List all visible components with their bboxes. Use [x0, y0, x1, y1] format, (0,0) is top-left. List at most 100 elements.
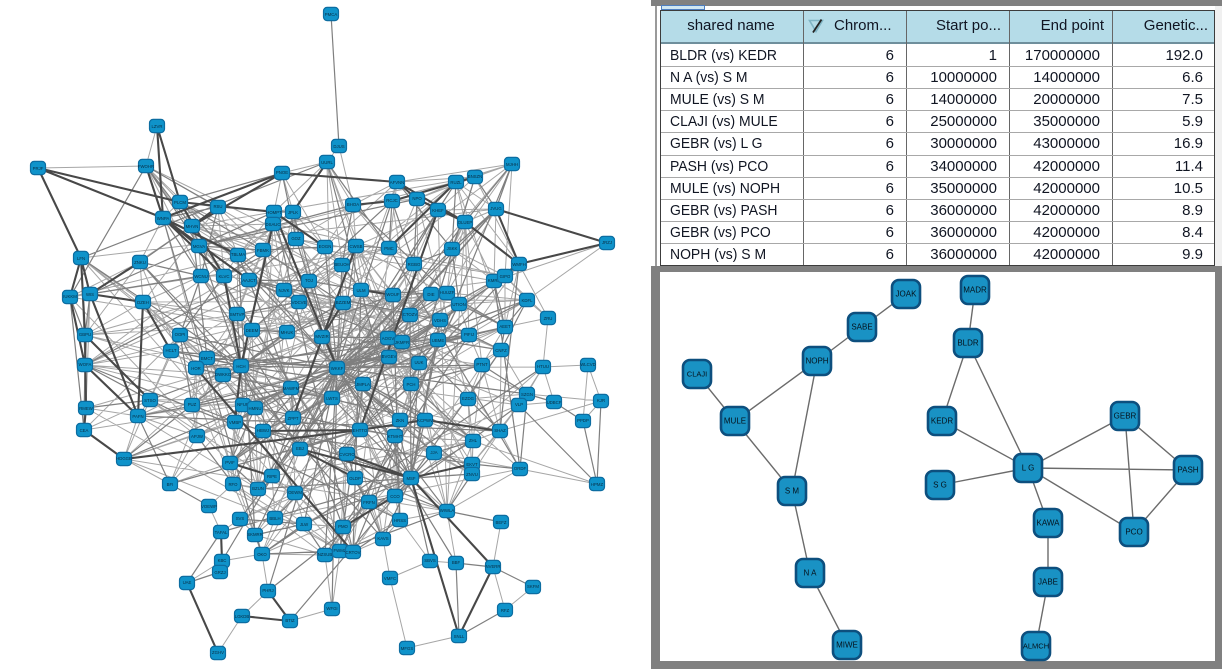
svg-text:DIE: DIE: [427, 292, 434, 297]
svg-text:HTUU: HTUU: [537, 364, 549, 369]
svg-text:VDHS: VDHS: [434, 318, 446, 323]
svg-text:RIPE: RIPE: [267, 474, 277, 479]
svg-text:GIPO: GIPO: [500, 274, 511, 279]
svg-text:MGVA: MGVA: [193, 244, 205, 249]
svg-text:HDGGB: HDGGB: [116, 456, 132, 461]
svg-text:PVIF: PVIF: [225, 460, 235, 465]
svg-text:DWKKC: DWKKC: [215, 372, 231, 377]
svg-text:HOMPT: HOMPT: [266, 210, 282, 215]
svg-text:N A: N A: [804, 569, 818, 578]
svg-text:ZNKU: ZNKU: [134, 260, 146, 265]
svg-text:WKKF: WKKF: [331, 366, 344, 371]
svg-text:TAFAL: TAFAL: [215, 530, 228, 535]
svg-text:VLP: VLP: [515, 402, 523, 407]
svg-text:RFO: RFO: [228, 482, 238, 487]
svg-text:BFI: BFI: [167, 482, 174, 487]
svg-text:WFGI: WFGI: [326, 606, 337, 611]
svg-text:PTNT: PTNT: [476, 362, 488, 367]
svg-text:TOJ: TOJ: [305, 278, 313, 283]
svg-text:CVCRO: CVCRO: [339, 452, 355, 457]
svg-text:DEEM: DEEM: [246, 328, 259, 333]
svg-text:WIS: WIS: [86, 292, 94, 297]
svg-text:NJVK: NJVK: [279, 288, 290, 293]
svg-text:ULM: ULM: [356, 288, 365, 293]
svg-text:PNOE: PNOE: [276, 170, 288, 175]
svg-text:NVERR: NVERR: [485, 564, 500, 569]
svg-text:GOZ: GOZ: [291, 236, 301, 241]
svg-text:LZVR: LZVR: [152, 124, 163, 129]
svg-text:BBLH: BBLH: [269, 516, 280, 521]
svg-text:WOFA: WOFA: [79, 362, 92, 367]
svg-text:JMPLA: JMPLA: [356, 382, 370, 387]
svg-text:CLAJI: CLAJI: [687, 370, 707, 379]
svg-text:SZGN: SZGN: [521, 392, 533, 397]
svg-text:UURL: UURL: [321, 160, 333, 165]
svg-text:LWTS: LWTS: [326, 396, 338, 401]
svg-text:DZEH: DZEH: [137, 300, 149, 305]
svg-text:HPMZ: HPMZ: [591, 482, 604, 487]
svg-text:MFGS: MFGS: [401, 646, 414, 651]
svg-text:FRFN: FRFN: [363, 500, 374, 505]
svg-text:PPDP: PPDP: [577, 418, 589, 423]
svg-text:ZHL: ZHL: [469, 438, 478, 443]
svg-text:LGKDB: LGKDB: [235, 614, 250, 619]
svg-text:MIWE: MIWE: [836, 641, 858, 650]
svg-text:UTION: UTION: [452, 302, 465, 307]
svg-text:FWMZ: FWMZ: [334, 548, 347, 553]
svg-text:WLCVD: WLCVD: [580, 362, 596, 367]
svg-text:PLCM: PLCM: [174, 200, 186, 205]
svg-text:GRZJ: GRZJ: [214, 570, 225, 575]
svg-text:KAVS: KAVS: [377, 536, 388, 541]
svg-text:OOPI: OOPI: [175, 332, 186, 337]
svg-text:CCO: CCO: [390, 494, 400, 499]
svg-text:KDFL: KDFL: [522, 298, 534, 303]
svg-text:NOPH: NOPH: [805, 357, 828, 366]
svg-text:BZUN: BZUN: [252, 486, 264, 491]
svg-text:JOAK: JOAK: [896, 290, 918, 299]
svg-text:HCH: HCH: [236, 364, 245, 369]
svg-text:VOEWP: VOEWP: [201, 504, 217, 509]
svg-text:AAJCT: AAJCT: [242, 278, 256, 283]
svg-text:BLDR: BLDR: [957, 339, 979, 348]
svg-text:PCH: PCH: [406, 382, 415, 387]
svg-text:WIWLA: WIWLA: [440, 508, 455, 513]
svg-text:CNFZ: CNFZ: [495, 348, 507, 353]
svg-text:JPLK: JPLK: [288, 210, 298, 215]
svg-text:BEFZ: BEFZ: [496, 520, 507, 525]
svg-text:ZGHV: ZGHV: [212, 650, 224, 655]
svg-text:AEET: AEET: [499, 324, 511, 329]
svg-text:SMTVP: SMTVP: [230, 312, 245, 317]
svg-text:SVS: SVS: [236, 516, 245, 521]
svg-text:CWSB: CWSB: [350, 244, 363, 249]
svg-text:HBWJ: HBWJ: [257, 428, 269, 433]
svg-text:PCO: PCO: [1125, 528, 1142, 537]
svg-text:PUZ: PUZ: [188, 402, 197, 407]
svg-text:ALMCH: ALMCH: [1023, 642, 1049, 651]
svg-text:VMFC: VMFC: [384, 576, 396, 581]
svg-text:WCNU: WCNU: [194, 274, 207, 279]
svg-text:KAWA: KAWA: [1037, 519, 1061, 528]
svg-text:UDBCF: UDBCF: [547, 400, 562, 405]
svg-text:JRZJ: JRZJ: [602, 240, 612, 245]
svg-text:PRJF: PRJF: [33, 166, 44, 171]
svg-text:BBF: BBF: [452, 560, 461, 565]
svg-text:RGBO: RGBO: [408, 262, 421, 267]
svg-text:AOGV: AOGV: [382, 336, 395, 341]
svg-text:RSU: RSU: [213, 204, 222, 209]
svg-text:WMFH: WMFH: [512, 262, 525, 267]
svg-text:PMO: PMO: [338, 524, 348, 529]
svg-text:EKVT: EKVT: [466, 462, 478, 467]
svg-text:GBPU: GBPU: [79, 332, 91, 337]
svg-text:KBC: KBC: [218, 558, 227, 563]
svg-text:MJHH: MJHH: [506, 162, 518, 167]
svg-text:PMC: PMC: [384, 246, 394, 251]
svg-text:BEUOH: BEUOH: [334, 262, 349, 267]
svg-text:RMEW: RMEW: [79, 406, 94, 411]
svg-text:BZZEM: BZZEM: [336, 300, 351, 305]
svg-text:KLVC: KLVC: [219, 274, 230, 279]
svg-text:RUZL: RUZL: [450, 180, 462, 185]
svg-text:JABE: JABE: [1038, 578, 1058, 587]
svg-text:MULE: MULE: [724, 417, 746, 426]
svg-text:UAE: UAE: [183, 580, 192, 585]
svg-text:EZDG: EZDG: [462, 396, 475, 401]
